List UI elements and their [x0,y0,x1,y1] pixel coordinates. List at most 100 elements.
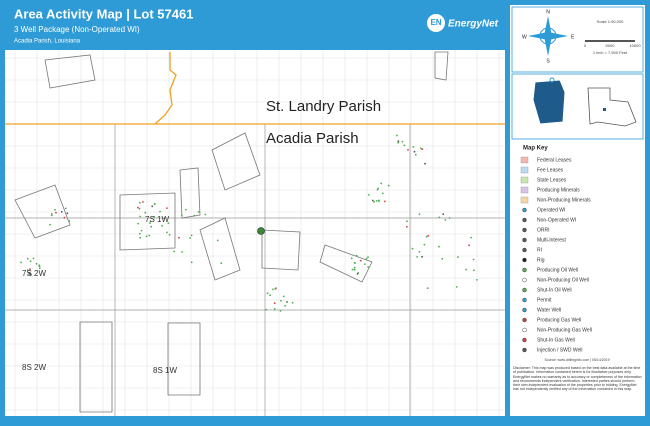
well [365,257,368,260]
well [359,259,362,262]
inset-location [603,108,606,111]
well [49,223,51,226]
well [457,256,459,258]
key-label: Fee Leases [537,167,564,173]
well [26,269,29,271]
well [29,260,32,263]
well [142,201,144,203]
key-label: Shut-In Gas Well [537,337,575,343]
well [68,220,71,222]
lease [261,229,301,271]
key-symbol [522,267,527,273]
well [197,211,200,213]
key-symbol [522,207,527,213]
well [153,216,156,218]
lease [167,322,201,396]
key-title: Map Key [523,146,548,152]
key-label: Federal Leases [537,157,572,163]
key-symbol [522,257,527,263]
lease [179,167,201,219]
logo-text: EnergyNet [448,19,499,30]
well [185,208,187,211]
well [28,271,30,274]
well [381,192,384,195]
well [54,208,56,211]
well [190,261,193,264]
logo-mark: EN [430,18,441,27]
well [423,243,426,246]
well [180,214,183,217]
key-label: Non-Producing Gas Well [537,327,592,333]
lease [79,321,113,413]
well [465,268,467,271]
key-symbol [522,247,527,253]
well [279,310,282,312]
well [204,213,207,216]
well [280,299,282,302]
well [29,268,31,270]
well [151,205,154,208]
well [266,292,269,295]
well [35,262,38,265]
well [441,257,444,260]
well [66,212,69,215]
key-label: Shut-In Oil Well [537,287,572,293]
well [60,211,63,213]
compass [528,16,568,56]
disclaimer: Disclaimer: This map was produced based … [513,366,642,392]
well [377,199,380,202]
well [149,222,151,225]
well [137,222,140,225]
key-label: Non-Producing Oil Well [537,277,589,283]
well [472,269,475,272]
well [438,245,440,248]
key-label: State Leases [537,177,567,183]
key-symbol [522,277,527,283]
key-symbol [522,237,527,243]
key-label: Injection / SWD Well [537,347,582,353]
well [407,149,409,151]
well [442,213,445,216]
key-label: Water Well [537,307,561,313]
well [138,232,141,235]
well [350,257,353,260]
well [189,237,192,239]
key-symbol [522,337,527,343]
well [138,207,141,210]
scale-tick: 0 [584,43,587,48]
well [273,302,276,305]
well [476,279,478,281]
compass-w: W [522,34,527,40]
key-label: Operated WI [537,207,565,213]
well [371,199,374,202]
well [137,206,139,209]
key-symbol [522,327,527,333]
well [28,273,31,276]
lease [211,132,261,191]
well [414,153,417,156]
well [375,199,378,202]
well [150,225,153,228]
well [161,224,164,227]
location: Acadia Parish, Louisiana [14,39,81,45]
lease [44,54,96,89]
well [63,216,66,219]
inset-parish [532,79,566,125]
key-symbol [522,287,527,293]
map-label: Acadia Parish [266,130,359,147]
key-label: Producing Oil Well [537,267,578,273]
well [50,214,53,217]
scale-bar [585,40,635,42]
well [149,220,152,223]
well [163,217,166,220]
well [273,308,276,310]
subtitle: 3 Well Package (Non-Operated WI) [14,25,140,34]
key-label: ORRI [537,227,550,233]
key-label: RI [537,247,542,253]
well [426,287,429,290]
key-symbol [522,347,527,353]
well [148,234,151,237]
key-swatch [520,186,529,194]
well [411,247,414,250]
well [470,236,472,239]
